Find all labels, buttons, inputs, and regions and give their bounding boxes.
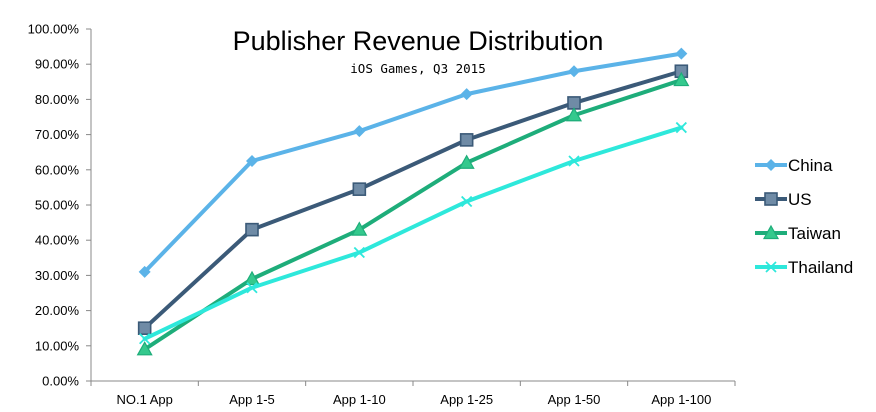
- data-point-taiwan: [458, 154, 475, 169]
- legend-marker-us: [764, 192, 778, 206]
- data-point-thailand: [461, 195, 473, 208]
- x-marker-stroke: [139, 333, 151, 345]
- x-tick-label: App 1-50: [548, 392, 601, 407]
- data-point-us: [459, 133, 474, 147]
- y-tick-label: 60.00%: [35, 162, 80, 177]
- series-china: [138, 47, 688, 278]
- y-tick-label: 10.00%: [35, 338, 80, 353]
- x-tick-label: App 1-5: [229, 392, 275, 407]
- legend-label-thailand: Thailand: [788, 258, 853, 277]
- data-point-taiwan: [565, 107, 583, 122]
- chart-title: Publisher Revenue Distribution: [233, 26, 604, 56]
- axes: 0.00% 10.00% 20.00% 30.00% 40.00% 50.00% 60.00…: [28, 22, 736, 407]
- y-tick-label: 20.00%: [35, 303, 80, 318]
- legend-label-us: US: [788, 190, 812, 209]
- series-line-taiwan: [142, 78, 684, 352]
- legend-marker-china: [765, 159, 777, 171]
- data-point-thailand: [353, 246, 365, 259]
- x-marker-stroke: [353, 246, 365, 259]
- series-thailand: [139, 121, 687, 345]
- data-point-china: [353, 125, 366, 138]
- series-us: [137, 64, 689, 336]
- data-point-us: [245, 222, 259, 237]
- series-taiwan: [136, 71, 690, 356]
- y-tick-label: 70.00%: [35, 127, 80, 142]
- data-point-china: [675, 47, 688, 60]
- x-tick-label: NO.1 App: [116, 392, 172, 407]
- y-tick-label: 100.00%: [28, 22, 80, 37]
- x-marker-stroke: [675, 121, 687, 134]
- y-tick-label: 30.00%: [35, 268, 80, 283]
- series-line-us: [142, 69, 684, 331]
- x-marker-stroke: [568, 155, 580, 167]
- data-point-taiwan: [136, 341, 153, 356]
- x-tick-label: App 1-25: [440, 392, 493, 407]
- legend: China US Taiwan Thailand: [755, 156, 853, 277]
- x-marker-stroke: [461, 195, 473, 208]
- y-tick-label: 80.00%: [35, 92, 80, 107]
- data-point-thailand: [139, 333, 151, 345]
- legend-marker-thailand: [765, 261, 777, 273]
- legend-item-china: China: [755, 156, 833, 175]
- series-line-thailand: [142, 125, 684, 341]
- legend-label-china: China: [788, 156, 833, 175]
- data-point-us: [352, 182, 367, 196]
- data-point-us: [137, 321, 152, 336]
- x-tick-label: App 1-10: [333, 392, 386, 407]
- legend-marker-taiwan: [762, 224, 780, 240]
- data-point-taiwan: [351, 221, 368, 236]
- legend-item-us: US: [755, 190, 812, 209]
- data-point-thailand: [675, 121, 687, 134]
- series-lines: [136, 47, 690, 356]
- data-point-china: [138, 265, 151, 278]
- data-point-china: [246, 155, 258, 167]
- y-tick-label: 90.00%: [35, 57, 80, 72]
- data-point-thailand: [568, 155, 580, 167]
- chart-subtitle: iOS Games, Q3 2015: [350, 61, 485, 76]
- data-point-taiwan: [243, 270, 261, 286]
- x-marker-stroke: [246, 282, 258, 294]
- data-point-thailand: [246, 282, 258, 294]
- y-tick-label: 40.00%: [35, 233, 80, 248]
- y-tick-label: 50.00%: [35, 198, 80, 213]
- x-tick-label: App 1-100: [651, 392, 711, 407]
- series-line-china: [142, 51, 684, 274]
- x-marker-stroke: [765, 261, 777, 273]
- data-point-china: [460, 88, 473, 101]
- legend-item-thailand: Thailand: [755, 258, 853, 277]
- legend-item-taiwan: Taiwan: [755, 224, 841, 243]
- legend-label-taiwan: Taiwan: [788, 224, 841, 243]
- y-tick-label: 0.00%: [42, 374, 79, 389]
- data-point-china: [568, 65, 580, 78]
- data-point-taiwan: [673, 71, 690, 87]
